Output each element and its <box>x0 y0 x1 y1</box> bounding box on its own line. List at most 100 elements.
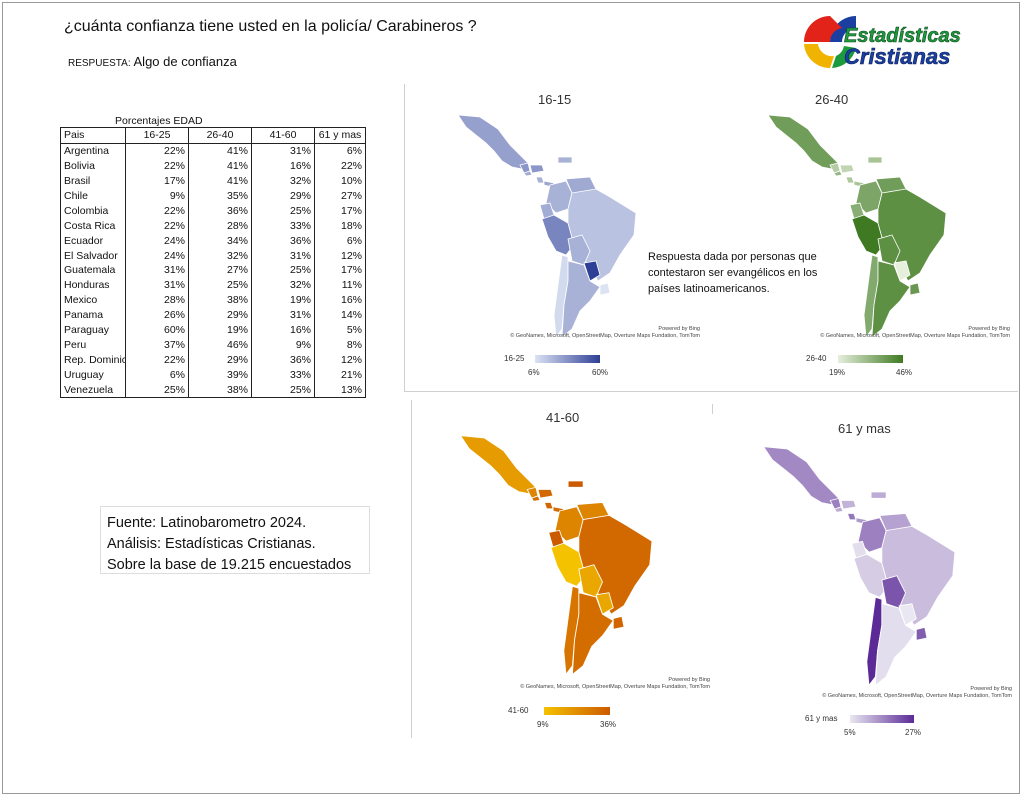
country-bolivia <box>578 564 603 598</box>
percent-cell: 6% <box>314 233 366 249</box>
percent-cell: 11% <box>314 277 366 293</box>
col-header-61-y-mas: 61 y mas <box>314 127 366 144</box>
table-row: Bolivia 22% 41% 16% 22% <box>60 158 366 174</box>
country-bolivia <box>567 234 591 266</box>
country-costa-rica <box>535 176 545 184</box>
country-argentina <box>874 603 917 687</box>
country-cell: Paraguay <box>60 322 126 338</box>
logo-line1: Estadísticas <box>844 25 961 47</box>
map4-legend-gradient <box>850 715 914 723</box>
country-cell: Ecuador <box>60 233 126 249</box>
percent-cell: 24% <box>125 248 189 264</box>
percent-cell: 26% <box>125 307 189 323</box>
country-cell: Rep. Dominic <box>60 352 126 368</box>
table-body: Argentina 22% 41% 31% 6% Bolivia 22% 41% 16% 22% B… <box>60 143 366 399</box>
table-row: Ecuador 24% 34% 36% 6% <box>60 233 366 249</box>
country-argentina <box>561 260 601 338</box>
percent-cell: 21% <box>314 367 366 383</box>
percent-cell: 25% <box>251 203 315 219</box>
col-header-41-60: 41-60 <box>251 127 315 144</box>
percent-cell: 31% <box>251 248 315 264</box>
country-argentina <box>871 260 911 338</box>
table-row: Peru 37% 46% 9% 8% <box>60 337 366 353</box>
estadisticas-cristianas-logo: Estadísticas Cristianas <box>804 16 961 69</box>
percent-cell: 25% <box>251 263 315 278</box>
percent-cell: 60% <box>125 322 189 338</box>
percent-cell: 31% <box>251 307 315 323</box>
country-el-salvador <box>530 495 541 502</box>
map2-legend-gradient <box>838 355 903 363</box>
country-bolivia <box>881 575 906 609</box>
percent-cell: 36% <box>251 352 315 368</box>
percent-cell: 36% <box>251 233 315 249</box>
percent-cell: 13% <box>314 382 366 399</box>
percent-cell: 22% <box>314 158 366 174</box>
percent-cell: 35% <box>188 188 252 204</box>
country-uruguay <box>909 282 921 296</box>
country-costa-rica <box>845 176 855 184</box>
percent-cell: 25% <box>188 277 252 293</box>
map-61-y-mas <box>762 446 956 687</box>
percent-cell: 17% <box>314 203 366 219</box>
percent-cell: 31% <box>125 277 189 293</box>
country-mexico <box>459 435 537 495</box>
country-honduras <box>840 500 857 510</box>
country-el-salvador <box>523 170 533 177</box>
map1-attribution: Powered by Bing © GeoNames, Microsoft, Op… <box>510 326 700 339</box>
percent-cell: 12% <box>314 352 366 368</box>
percent-cell: 9% <box>251 337 315 353</box>
map-16-25 <box>457 114 637 339</box>
logo-arc-yellow <box>804 44 834 69</box>
percent-cell: 5% <box>314 322 366 338</box>
percent-cell: 33% <box>251 367 315 383</box>
source-line2: Análisis: Estadísticas Cristianas. <box>107 536 316 552</box>
map-title-16-15: 16-15 <box>538 92 572 107</box>
percent-cell: 6% <box>125 367 189 383</box>
percent-cell: 22% <box>125 158 189 174</box>
percent-cell: 6% <box>314 143 366 159</box>
col-header-26-40: 26-40 <box>188 127 252 144</box>
country-honduras <box>839 164 855 174</box>
table-row: Costa Rica 22% 28% 33% 18% <box>60 218 366 234</box>
percent-cell: 19% <box>251 292 315 308</box>
percent-cell: 27% <box>314 188 366 204</box>
map2-attribution: Powered by Bing © GeoNames, Microsoft, Op… <box>820 326 1010 339</box>
percent-cell: 16% <box>251 322 315 338</box>
note-text: Respuesta dada por personas que contesta… <box>648 251 818 295</box>
country-honduras <box>529 164 545 174</box>
table-row: Uruguay 6% 39% 33% 21% <box>60 367 366 383</box>
percent-cell: 16% <box>251 158 315 174</box>
percent-cell: 18% <box>314 218 366 234</box>
country-uruguay <box>612 615 625 630</box>
map4-legend-name: 61 y mas <box>805 714 838 723</box>
percent-cell: 32% <box>188 248 252 264</box>
map-title-41-60: 41-60 <box>546 410 580 425</box>
map3-legend-max: 36% <box>600 720 617 729</box>
logo-arc-red <box>804 16 842 42</box>
table-row: Paraguay 60% 19% 16% 5% <box>60 322 366 338</box>
col-header-pais: Pais <box>60 127 126 144</box>
percent-cell: 29% <box>251 188 315 204</box>
map1-legend-gradient <box>535 355 600 363</box>
map2-legend-max: 46% <box>896 368 913 377</box>
country-cell: Colombia <box>60 203 126 219</box>
response-prefix: RESPUESTA: <box>68 58 131 69</box>
map1-legend-min: 6% <box>528 368 540 377</box>
map3-legend-name: 41-60 <box>508 706 529 715</box>
percent-cell: 41% <box>188 158 252 174</box>
percent-cell: 29% <box>188 352 252 368</box>
percent-cell: 31% <box>251 143 315 159</box>
country-rep-dominic <box>870 491 887 499</box>
country-cell: El Salvador <box>60 248 126 264</box>
percent-cell: 39% <box>188 367 252 383</box>
country-el-salvador <box>833 170 843 177</box>
table-row: Venezuela 25% 38% 25% 13% <box>60 382 366 399</box>
country-mexico <box>457 114 529 170</box>
percent-cell: 33% <box>251 218 315 234</box>
percent-cell: 27% <box>188 263 252 278</box>
table-row: Guatemala 31% 27% 25% 17% <box>60 263 366 278</box>
percent-cell: 46% <box>188 337 252 353</box>
percent-cell: 9% <box>125 188 189 204</box>
country-cell: Chile <box>60 188 126 204</box>
country-cell: Guatemala <box>60 263 126 278</box>
